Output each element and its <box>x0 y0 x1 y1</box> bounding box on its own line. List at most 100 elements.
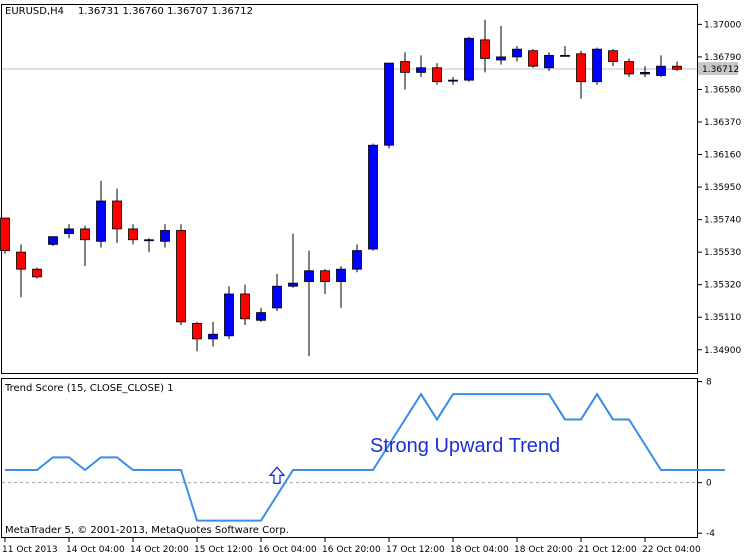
candle-body <box>608 50 618 62</box>
time-tick-label: 16 Oct 04:00 <box>258 545 317 555</box>
candle <box>640 66 650 78</box>
price-tick-label: 1.34900 <box>704 346 741 356</box>
up-arrow-icon <box>268 466 286 484</box>
indicator-tick-label: 0 <box>706 479 712 489</box>
candle <box>560 46 570 57</box>
candle-body <box>336 268 346 282</box>
candle <box>240 284 250 325</box>
time-tick-label: 22 Oct 04:00 <box>642 545 701 555</box>
candle-body <box>384 62 394 146</box>
candle <box>80 225 90 267</box>
candle <box>544 52 554 71</box>
candle <box>112 188 122 243</box>
candle-body <box>0 217 10 251</box>
indicator-axis: 8 0 -4 <box>698 378 715 539</box>
time-tick-label: 18 Oct 04:00 <box>450 545 509 555</box>
price-tick-label: 1.35320 <box>704 281 741 291</box>
candle-body <box>352 250 362 270</box>
price-tick-label: 1.35530 <box>704 248 741 258</box>
candle <box>496 25 506 65</box>
candle <box>672 61 682 71</box>
candle <box>352 244 362 273</box>
time-tick-label: 11 Oct 2013 <box>2 545 58 555</box>
candle <box>64 224 74 239</box>
ohlc-values: 1.36731 1.36760 1.36707 1.36712 <box>78 6 253 17</box>
candle <box>464 36 474 82</box>
candle-body <box>480 39 490 59</box>
candle <box>384 62 394 149</box>
trend-annotation: Strong Upward Trend <box>370 435 560 457</box>
candle-body <box>464 37 474 81</box>
time-tick-label: 21 Oct 12:00 <box>578 545 637 555</box>
candle <box>32 267 42 279</box>
candle <box>272 273 282 312</box>
candle <box>96 180 106 248</box>
price-axis: 1.37000 1.36790 1.36580 1.36370 1.36160 1.359… <box>698 20 741 356</box>
candle <box>304 250 314 356</box>
candle <box>512 46 522 62</box>
price-tick-label: 1.36160 <box>704 151 741 161</box>
candle <box>624 58 634 78</box>
symbol-title: EURUSD,H4 <box>5 6 64 17</box>
candle-body <box>176 230 186 323</box>
candle <box>192 321 202 352</box>
current-price-tag <box>698 61 738 75</box>
candle <box>336 266 346 308</box>
candle-body <box>400 61 410 73</box>
price-tick-label: 1.35110 <box>704 313 741 323</box>
candle <box>368 143 378 251</box>
indicator-tick-label: 8 <box>706 378 712 388</box>
candle-body <box>96 200 106 242</box>
candle-body <box>640 72 650 75</box>
candle-body <box>288 282 298 287</box>
candle <box>656 55 666 78</box>
candle-body <box>256 312 266 321</box>
candle-body <box>272 285 282 309</box>
candle-body <box>304 270 314 282</box>
candle <box>480 19 490 73</box>
candle <box>288 233 298 288</box>
candle-body <box>432 67 442 83</box>
candle <box>448 77 458 85</box>
time-tick-label: 14 Oct 04:00 <box>66 545 125 555</box>
candle-body <box>192 323 202 340</box>
candle-body <box>224 293 234 337</box>
time-tick-label: 16 Oct 20:00 <box>322 545 381 555</box>
time-tick-label: 18 Oct 20:00 <box>514 545 573 555</box>
candle-body <box>576 53 586 83</box>
candle <box>208 321 218 347</box>
candle-body <box>512 48 522 58</box>
candle <box>48 236 58 246</box>
candle-body <box>560 54 570 57</box>
price-tick-label: 1.36790 <box>704 53 741 63</box>
candle <box>128 224 138 245</box>
indicator-tick-label: -4 <box>706 529 715 539</box>
time-axis: 11 Oct 2013 14 Oct 04:00 14 Oct 20:00 15 Oc… <box>2 538 701 555</box>
candle <box>432 63 442 85</box>
candle-body <box>80 228 90 241</box>
price-tick-label: 1.35950 <box>704 183 741 193</box>
candle-body <box>48 236 58 245</box>
time-tick-label: 17 Oct 12:00 <box>386 545 445 555</box>
candle <box>224 286 234 339</box>
candle <box>400 52 410 90</box>
candle-body <box>144 239 154 242</box>
candle <box>144 238 154 253</box>
candle <box>256 307 266 322</box>
candle-body <box>368 144 378 250</box>
candle-body <box>448 79 458 82</box>
candle-body <box>496 56 506 61</box>
price-tick-label: 1.36370 <box>704 118 741 128</box>
candle-body <box>160 230 170 242</box>
candle-body <box>112 200 122 230</box>
candle-body <box>416 67 426 73</box>
candle-body <box>128 228 138 241</box>
price-tick-label: 1.35740 <box>704 216 741 226</box>
candle-body <box>208 333 218 340</box>
price-tick-label: 1.36580 <box>704 85 741 95</box>
current-price-label: 1.36712 <box>702 65 739 75</box>
candle <box>592 47 602 85</box>
indicator-title: Trend Score (15, CLOSE_CLOSE) 1 <box>4 383 174 394</box>
candle <box>608 49 618 67</box>
copyright: MetaTrader 5, © 2001-2013, MetaQuotes So… <box>5 525 289 536</box>
